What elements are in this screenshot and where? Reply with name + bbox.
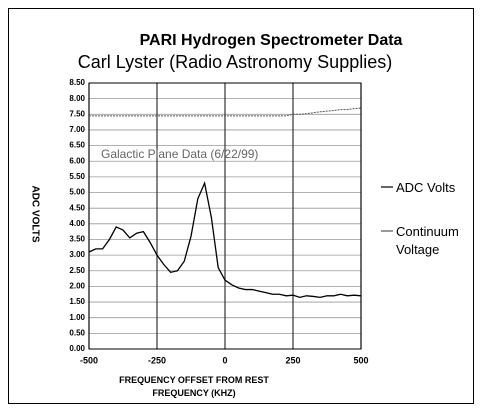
x-tick-label: 250 <box>285 355 300 365</box>
y-tick-label: 0.50 <box>69 328 85 337</box>
series-line <box>88 180 362 299</box>
y-tick-label: 4.50 <box>69 203 85 212</box>
x-tick-label: -250 <box>148 355 166 365</box>
legend-label: Continuum Voltage <box>396 224 459 257</box>
legend-label: ADC Volts <box>396 180 456 195</box>
y-tick-label: 2.00 <box>69 282 85 291</box>
y-tick-label: 8.00 <box>69 94 85 103</box>
x-axis-label: FREQUENCY OFFSET FROM REST FREQUENCY (KH… <box>119 375 269 398</box>
series-line <box>89 107 362 117</box>
y-tick-label: 3.50 <box>69 235 85 244</box>
x-tick-label: -500 <box>80 355 98 365</box>
plot-border <box>88 82 362 350</box>
annotation: Galactic Plane Data (6/22/99) <box>101 147 258 161</box>
chart: PARI Hydrogen Spectrometer Data Carl Lys… <box>29 32 403 365</box>
y-tick-label: 8.50 <box>69 78 85 87</box>
x-tick-label: 500 <box>353 355 368 365</box>
y-tick-label: 5.00 <box>69 188 85 197</box>
chart-frame: PARI Hydrogen Spectrometer Data Carl Lys… <box>8 8 474 404</box>
y-tick-label: 7.50 <box>69 109 85 118</box>
y-axis-label: ADC VOLTS <box>29 185 40 242</box>
x-tick-label: 0 <box>222 355 227 365</box>
y-tick-label: 1.00 <box>69 313 85 322</box>
y-tick-label: 1.50 <box>69 297 85 306</box>
y-tick-label: 2.50 <box>69 266 85 275</box>
y-tick-label: 6.50 <box>69 141 85 150</box>
chart-subtitle: Carl Lyster (Radio Astronomy Supplies) <box>78 52 392 72</box>
chart-title: PARI Hydrogen Spectrometer Data <box>140 32 403 49</box>
y-tick-label: 4.00 <box>69 219 85 228</box>
y-tick-label: 5.50 <box>69 172 85 181</box>
y-tick-label: 7.00 <box>69 125 85 134</box>
y-tick-label: 0.00 <box>69 344 85 353</box>
y-tick-label: 6.00 <box>69 156 85 165</box>
y-tick-label: 3.00 <box>69 250 85 259</box>
